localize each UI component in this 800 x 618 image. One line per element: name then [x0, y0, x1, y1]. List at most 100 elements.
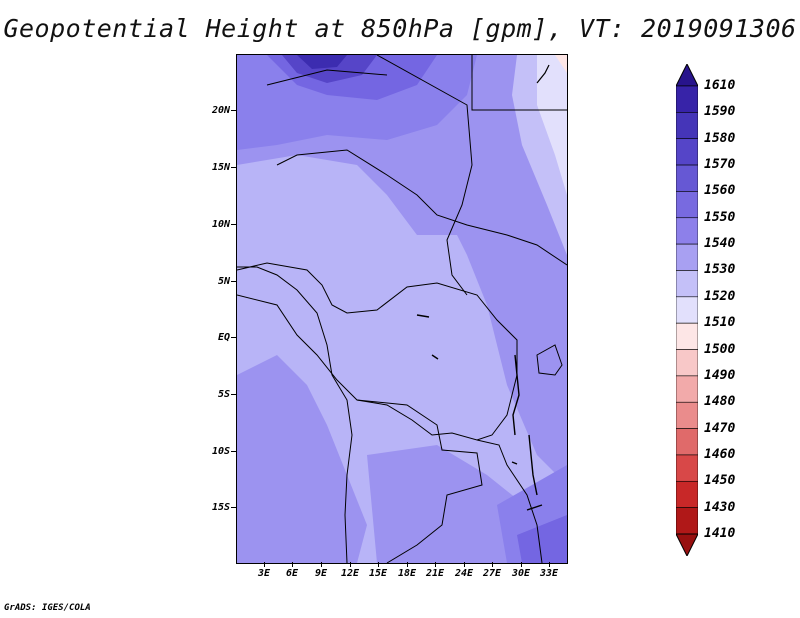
- colorbar-level-label: 1410: [704, 526, 736, 541]
- lon-tick: [350, 562, 351, 567]
- lat-label-eq: EQ: [217, 332, 230, 343]
- lat-tick: [231, 167, 236, 168]
- colorbar-swatch: [676, 454, 698, 482]
- country-borders-southeast: [476, 439, 543, 563]
- lon-label-30e: 30E: [511, 568, 531, 579]
- colorbar-swatch: [676, 507, 698, 535]
- lake-mark-1: [416, 314, 430, 318]
- lake-malawi: [528, 434, 538, 496]
- lon-tick: [264, 562, 265, 567]
- colorbar-level-label: 1430: [704, 499, 736, 515]
- colorbar-level-label: 1510: [704, 315, 736, 331]
- lon-label-18e: 18E: [397, 568, 417, 579]
- lat-tick: [231, 394, 236, 395]
- lake-tanganyika: [512, 354, 520, 436]
- lon-tick: [378, 562, 379, 567]
- colorbar-level-label: 1450: [704, 473, 736, 489]
- lon-tick: [464, 562, 465, 567]
- field-1510-corner: [555, 55, 567, 73]
- lat-label-5n: 5N: [217, 276, 230, 287]
- geopotential-map: [237, 55, 567, 563]
- lon-tick: [492, 562, 493, 567]
- lon-label-3e: 3E: [257, 568, 271, 579]
- lat-tick: [231, 337, 236, 338]
- lat-tick: [231, 224, 236, 225]
- field-1560-southeast: [517, 515, 567, 563]
- lat-tick: [231, 110, 236, 111]
- colorbar-level-label: 1580: [704, 130, 736, 146]
- field-1580-north: [297, 55, 347, 69]
- colorbar-level-label: 1570: [704, 157, 736, 173]
- lon-tick: [407, 562, 408, 567]
- lat-label-15n: 15N: [211, 162, 230, 173]
- colorbar-swatch: [676, 112, 698, 140]
- lon-tick: [321, 562, 322, 567]
- lon-tick: [549, 562, 550, 567]
- colorbar-level-label: 1490: [704, 367, 736, 383]
- colorbar-swatch: [676, 401, 698, 429]
- lat-label-10s: 10S: [211, 446, 230, 457]
- lon-label-9e: 9E: [314, 568, 328, 579]
- grads-credit: GrADS: IGES/COLA: [4, 603, 91, 613]
- colorbar-swatch: [676, 85, 698, 113]
- colorbar-bottom-triangle: [676, 533, 698, 556]
- map-panel: [236, 54, 568, 564]
- country-borders-north: [376, 55, 473, 296]
- chart-title: Geopotential Height at 850hPa [gpm], VT:…: [3, 14, 797, 43]
- lat-tick: [231, 281, 236, 282]
- field-1540-southwest: [237, 355, 367, 563]
- atlantic-coastline: [237, 266, 353, 563]
- field-1540: [237, 55, 567, 485]
- lat-tick: [231, 451, 236, 452]
- colorbar-swatch: [676, 480, 698, 508]
- lake-kariba: [526, 504, 543, 511]
- colorbar-level-label: 1530: [704, 262, 736, 278]
- field-1520-east: [537, 55, 567, 195]
- colorbar-swatch: [676, 296, 698, 324]
- lat-label-20n: 20N: [211, 105, 230, 116]
- colorbar-swatch: [676, 322, 698, 350]
- colorbar-level-label: 1470: [704, 420, 736, 436]
- colorbar-swatch: [676, 428, 698, 456]
- colorbar-level-label: 1560: [704, 183, 736, 199]
- colorbar-swatch: [676, 349, 698, 377]
- country-borders-sahel: [276, 149, 567, 266]
- colorbar-level-label: 1460: [704, 446, 736, 462]
- colorbar-top-triangle: [676, 64, 698, 87]
- country-borders-south: [356, 399, 483, 563]
- lon-label-21e: 21E: [425, 568, 445, 579]
- colorbar-swatch: [676, 243, 698, 271]
- lat-label-10n: 10N: [211, 219, 230, 230]
- egypt-sudan-border: [471, 55, 567, 111]
- lon-label-33e: 33E: [539, 568, 559, 579]
- country-borders-far-north: [266, 69, 388, 86]
- lake-mark-3: [511, 461, 518, 465]
- colorbar-level-label: 1550: [704, 209, 736, 225]
- colorbar-swatch: [676, 191, 698, 219]
- lon-label-15e: 15E: [368, 568, 388, 579]
- colorbar-level-label: 1540: [704, 236, 736, 252]
- lat-tick: [231, 507, 236, 508]
- lake-victoria: [536, 344, 563, 376]
- country-borders-central: [237, 262, 518, 441]
- lon-tick: [292, 562, 293, 567]
- lon-tick: [521, 562, 522, 567]
- colorbar-level-label: 1590: [704, 104, 736, 120]
- colorbar-swatch: [676, 138, 698, 166]
- colorbar-level-label: 1610: [704, 78, 736, 93]
- lon-label-12e: 12E: [340, 568, 360, 579]
- lon-label-6e: 6E: [285, 568, 299, 579]
- lat-label-15s: 15S: [211, 502, 230, 513]
- lon-label-24e: 24E: [454, 568, 474, 579]
- lon-label-27e: 27E: [482, 568, 502, 579]
- colorbar-swatch: [676, 217, 698, 245]
- colorbar-swatch: [676, 270, 698, 298]
- coast-red-sea: [536, 64, 550, 84]
- lon-tick: [435, 562, 436, 567]
- colorbar-level-label: 1480: [704, 394, 736, 410]
- lake-mark-2: [431, 354, 439, 360]
- colorbar-swatch: [676, 375, 698, 403]
- colorbar-level-label: 1520: [704, 288, 736, 304]
- lat-label-5s: 5S: [217, 389, 230, 400]
- colorbar: [676, 64, 698, 556]
